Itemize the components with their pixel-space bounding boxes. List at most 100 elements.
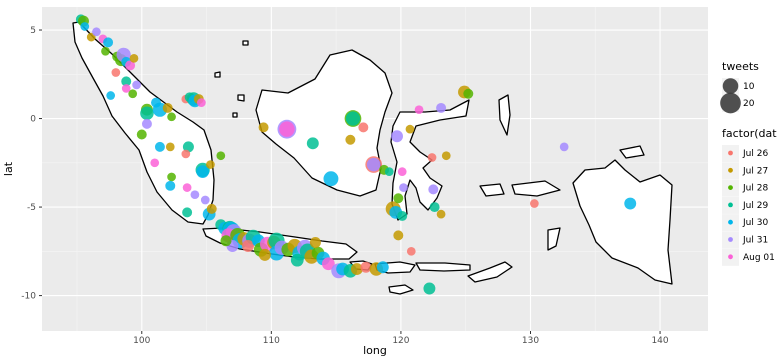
tweet-point <box>182 183 192 192</box>
biak-outline <box>619 145 645 159</box>
tweet-point <box>92 27 101 37</box>
size-legend-symbol <box>722 78 739 94</box>
tweet-point <box>111 68 121 77</box>
tweet-point <box>441 151 451 161</box>
x-tick-label: 100 <box>133 336 150 346</box>
tweet-points <box>75 14 637 295</box>
tweet-point <box>414 105 424 115</box>
y-axis-ticks: 5 0 -5 -10 <box>21 26 42 302</box>
tweet-point <box>121 76 132 87</box>
color-legend-symbol <box>728 202 733 208</box>
tweet-point <box>423 282 436 295</box>
y-tick-label: -5 <box>27 203 36 213</box>
x-tick-label: 110 <box>263 336 280 346</box>
size-legend-title: tweets <box>722 60 759 73</box>
size-legend-symbol <box>720 92 741 114</box>
color-legend-label: Jul 28 <box>742 184 768 194</box>
tweet-point <box>80 22 90 31</box>
tweet-point <box>391 130 403 143</box>
halmahera-outline <box>498 94 511 136</box>
tweet-point <box>167 172 176 182</box>
tweet-point <box>323 171 339 187</box>
tweet-point <box>399 183 408 192</box>
small-island-3 <box>232 112 238 118</box>
tweet-point <box>436 102 447 113</box>
tweet-point <box>154 141 165 152</box>
tweet-point <box>350 263 363 275</box>
color-legend-symbol <box>728 219 733 225</box>
y-tick-label: -10 <box>21 292 36 302</box>
x-tick-label: 140 <box>651 336 668 346</box>
tweet-point <box>306 137 319 150</box>
tweet-point <box>103 37 114 48</box>
sumba-outline <box>388 284 414 295</box>
tweet-point <box>128 89 138 99</box>
color-legend-label: Jul 26 <box>742 149 768 159</box>
color-legend-items: Jul 26 Jul 27 Jul 28 Jul 29 Jul 30 Jul 31 Aug … <box>722 145 775 266</box>
tweet-point <box>182 207 193 218</box>
tweet-point <box>321 257 335 271</box>
tweet-point <box>436 209 446 219</box>
small-island-2 <box>237 94 245 102</box>
tweet-point <box>360 261 372 273</box>
tanimbar-outline <box>547 227 561 251</box>
tweet-point <box>242 240 254 252</box>
tweet-point <box>393 230 404 241</box>
tweet-point <box>165 180 176 191</box>
tweet-point <box>200 195 210 205</box>
tweet-point <box>125 60 136 71</box>
tweet-point <box>165 142 175 152</box>
tweet-point <box>397 210 408 221</box>
tweet-point <box>162 102 173 113</box>
color-legend-symbol <box>728 254 733 260</box>
color-legend-symbol <box>728 237 733 242</box>
tweet-point <box>216 151 226 161</box>
small-island-1 <box>214 71 221 78</box>
tweet-point <box>345 134 356 145</box>
tweet-point <box>279 121 295 137</box>
tweet-point <box>429 202 440 213</box>
size-legend-label: 10 <box>743 82 755 92</box>
color-legend-label: Aug 01 <box>743 253 775 263</box>
tweet-point <box>197 98 206 107</box>
tweet-point <box>220 235 232 247</box>
tweet-point <box>132 80 141 90</box>
tweet-point <box>309 236 321 248</box>
color-legend-label: Jul 29 <box>742 201 768 211</box>
tweet-point <box>129 53 139 63</box>
tweet-point <box>140 106 154 120</box>
tweet-point <box>397 167 407 177</box>
y-tick-label: 5 <box>30 26 36 36</box>
y-tick-label: 0 <box>30 115 36 125</box>
tweet-point <box>559 142 569 152</box>
size-legend-items: 10 20 <box>720 78 755 114</box>
tweet-point <box>258 248 271 261</box>
color-legend-label: Jul 27 <box>742 166 768 176</box>
tweet-point <box>406 246 416 256</box>
tweet-point <box>405 124 415 134</box>
tweet-point <box>384 167 394 177</box>
color-legend-label: Jul 31 <box>742 236 768 246</box>
x-tick-label: 120 <box>392 336 409 346</box>
timor-outline <box>467 261 513 283</box>
tweet-point <box>150 158 160 168</box>
buru-outline <box>479 183 505 197</box>
tweet-point <box>136 129 147 140</box>
color-legend-label: Jul 30 <box>742 218 768 228</box>
tweet-point <box>530 199 539 208</box>
x-axis-ticks: 100 110 120 130 140 <box>133 331 669 346</box>
color-legend-symbol <box>728 167 733 173</box>
flores-outline <box>415 262 471 272</box>
tweet-point <box>121 84 131 93</box>
tweet-point <box>141 118 152 129</box>
x-axis-title: long <box>363 344 387 357</box>
tweet-point <box>463 88 474 99</box>
papua-outline <box>572 159 673 285</box>
color-legend-symbol <box>728 150 733 156</box>
tweet-point <box>258 122 269 133</box>
tweet-point <box>190 190 200 200</box>
seram-outline <box>511 180 561 197</box>
tweet-point <box>393 193 404 204</box>
tweet-point <box>358 122 369 133</box>
